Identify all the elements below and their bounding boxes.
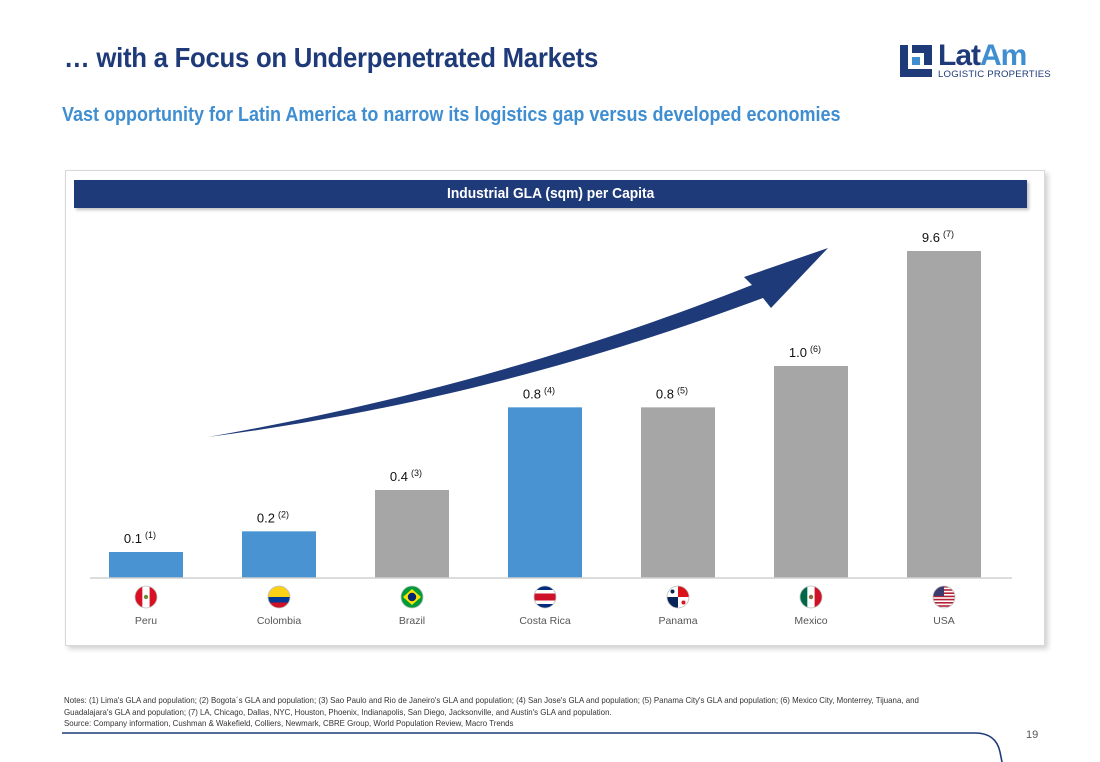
logo-word-am: Am	[980, 39, 1027, 72]
chart-title-banner: Industrial GLA (sqm) per Capita	[74, 180, 1027, 208]
chart-panel	[65, 170, 1045, 646]
logo-tagline: LOGISTIC PROPERTIES	[938, 69, 1051, 80]
company-logo: LatAm LOGISTIC PROPERTIES	[898, 39, 1051, 83]
page-subtitle: Vast opportunity for Latin America to na…	[62, 104, 841, 126]
notes-line-1: Notes: (1) Lima's GLA and population; (2…	[64, 695, 919, 705]
latam-logo-mark-icon	[900, 45, 932, 77]
notes-section: Notes: (1) Lima's GLA and population; (2…	[64, 695, 964, 730]
source-line: Source: Company information, Cushman & W…	[64, 718, 514, 728]
logo-wordmark: LatAm	[938, 39, 1027, 73]
notes-line-2: Guadalajara's GLA and population; (7) LA…	[64, 706, 612, 717]
chart-title: Industrial GLA (sqm) per Capita	[446, 185, 655, 202]
page-title: … with a Focus on Underpenetrated Market…	[64, 42, 599, 73]
logo-word-lat: Lat	[938, 39, 981, 72]
page-number: 19	[1026, 729, 1039, 741]
